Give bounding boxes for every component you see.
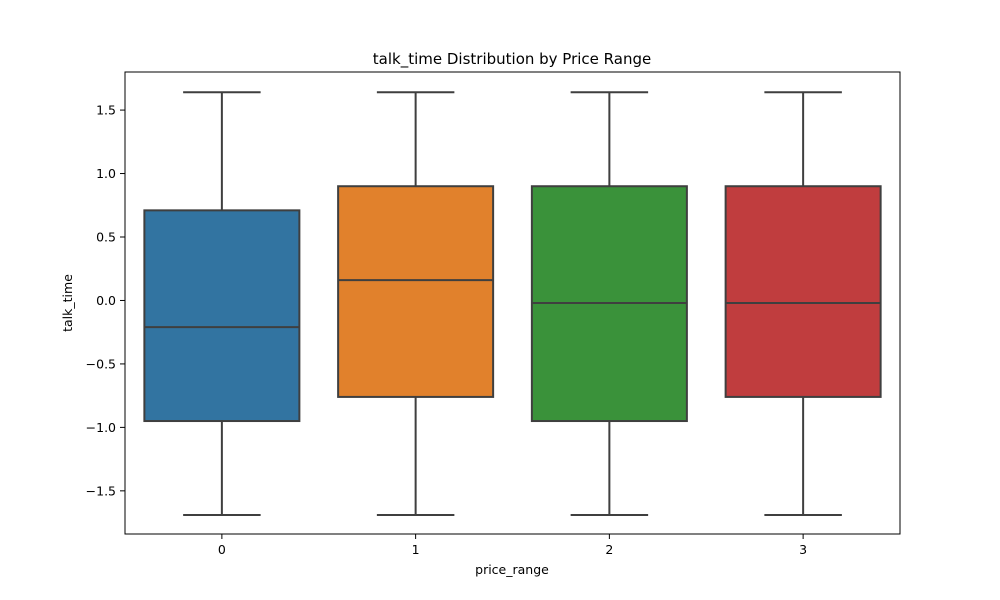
box-3 [724, 185, 882, 398]
x-tick-label: 3 [799, 542, 807, 557]
x-axis: 0 1 2 3 [218, 534, 807, 557]
y-tick-label: 0.5 [96, 230, 116, 245]
y-tick-label: 1.5 [96, 103, 116, 118]
box-group-0 [143, 91, 301, 516]
box-0 [143, 209, 301, 423]
y-tick-label: 1.0 [96, 166, 116, 181]
y-tick-label: −1.5 [86, 483, 116, 498]
y-tick-label: −0.5 [86, 356, 116, 371]
x-tick-label: 0 [218, 542, 226, 557]
x-tick-label: 2 [605, 542, 613, 557]
x-axis-label: price_range [475, 562, 549, 577]
plot-area [143, 91, 882, 516]
x-tick-label: 1 [412, 542, 420, 557]
box-group-3 [724, 91, 882, 516]
box-group-2 [530, 91, 688, 516]
chart-title: talk_time Distribution by Price Range [373, 50, 651, 69]
box-1 [337, 185, 495, 398]
y-tick-label: −1.0 [86, 420, 116, 435]
y-axis: −1.5 −1.0 −0.5 0.0 0.5 1.0 1.5 [86, 103, 125, 498]
y-axis-label: talk_time [60, 274, 75, 332]
y-tick-label: 0.0 [96, 293, 116, 308]
plot-frame [124, 71, 901, 535]
box-group-1 [337, 91, 495, 516]
